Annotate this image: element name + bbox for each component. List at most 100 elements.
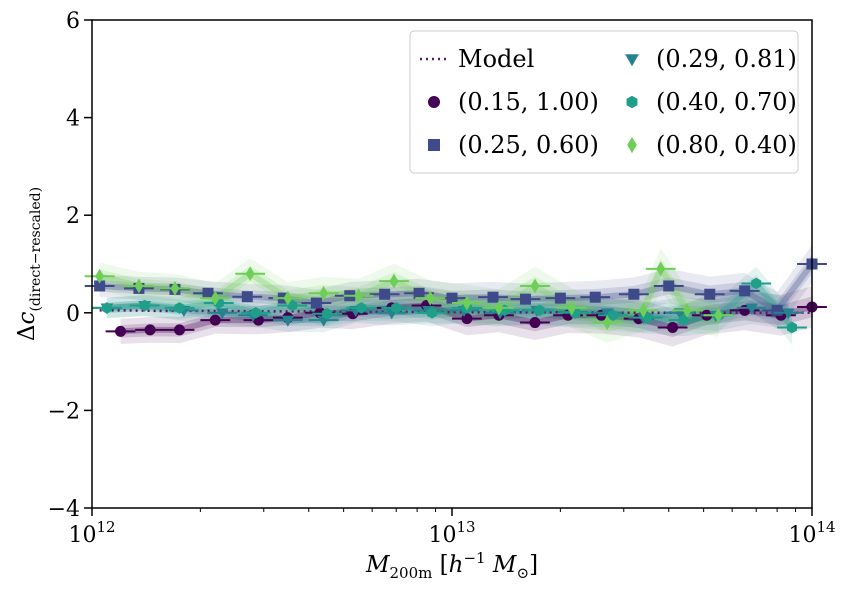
data-point [462, 295, 472, 311]
data-point [530, 278, 540, 294]
y-tick-label: −2 [48, 399, 80, 424]
legend-marker [626, 95, 638, 109]
data-point [529, 317, 541, 329]
data-point [354, 288, 363, 304]
data-markers [84, 258, 827, 337]
data-point [589, 291, 601, 303]
data-point [446, 292, 458, 304]
data-point [787, 321, 798, 334]
data-point [567, 300, 577, 316]
data-point [379, 288, 391, 300]
error-band-inner [99, 258, 719, 333]
legend-label: (0.29, 0.81) [656, 45, 797, 73]
x-tick-label: 1012 [68, 518, 115, 548]
legend-marker [627, 136, 637, 154]
error-band-inner [106, 275, 793, 337]
error-band-inner [99, 254, 812, 320]
legend-marker [625, 54, 639, 67]
legend-marker [428, 139, 440, 151]
legend-entry: (0.80, 0.40) [627, 131, 797, 159]
data-point [607, 309, 618, 322]
data-point [209, 314, 221, 326]
data-point [714, 307, 723, 323]
data-point [173, 324, 185, 336]
data-point [144, 324, 156, 336]
data-point [283, 290, 293, 306]
data-point [413, 287, 425, 299]
data-point [287, 299, 298, 312]
data-point [241, 291, 253, 303]
error-band-outer [99, 248, 719, 343]
x-tick-label: 1013 [428, 518, 475, 548]
data-point [250, 307, 261, 319]
data-point [494, 300, 504, 316]
legend-label: (0.40, 0.70) [656, 88, 797, 116]
data-point [210, 290, 220, 306]
data-point [427, 307, 438, 319]
y-tick-label: 6 [66, 9, 80, 34]
data-point [487, 291, 499, 303]
data-point [554, 292, 566, 304]
legend: Model (0.29, 0.81) (0.15, 1.00) (0.40, 0.70… [409, 30, 799, 174]
data-point [310, 297, 322, 309]
data-point [745, 303, 759, 315]
data-point [202, 287, 214, 299]
data-point [534, 304, 545, 317]
y-axis-label: Δc(direct−rescaled) [14, 187, 44, 341]
data-point [139, 299, 150, 312]
data-point [215, 308, 229, 320]
x-tick-label: 1014 [788, 518, 835, 548]
y-tick-label: −4 [48, 497, 80, 522]
legend-entry: Model [420, 45, 534, 73]
legend-label: (0.80, 0.40) [656, 131, 797, 159]
data-point [739, 285, 751, 297]
data-point [667, 321, 679, 333]
data-point [170, 280, 180, 296]
data-point [245, 266, 255, 282]
error-band-outer [99, 245, 812, 329]
data-point [174, 302, 185, 314]
legend-entry: (0.40, 0.70) [626, 88, 797, 116]
data-point [642, 311, 653, 324]
y-tick-label: 0 [66, 302, 80, 327]
data-point [389, 273, 399, 289]
data-point [95, 268, 105, 284]
legend-label: (0.25, 0.60) [458, 131, 599, 159]
data-point [663, 280, 675, 292]
data-point [602, 315, 612, 330]
data-point [281, 315, 295, 327]
data-point [682, 302, 692, 318]
x-axis-label: M200m [h−1 M⊙] [365, 549, 538, 582]
error-band-outer [106, 266, 793, 345]
data-point [391, 302, 402, 314]
data-point [751, 277, 762, 290]
data-point [656, 261, 666, 277]
y-axis-ticks: −4 −2 0 2 4 6 [48, 9, 92, 522]
data-point [94, 280, 106, 292]
data-point [101, 302, 112, 314]
x-axis-ticks: 1012 1013 1014 [68, 508, 836, 548]
legend-label: Model [458, 45, 534, 73]
legend-marker [428, 96, 440, 108]
data-point [771, 304, 783, 316]
data-point [115, 325, 127, 337]
data-point [519, 293, 531, 305]
legend-entry: (0.15, 1.00) [428, 88, 599, 116]
data-point [134, 278, 144, 294]
data-point [319, 285, 329, 301]
data-point [782, 308, 795, 320]
data-point [322, 308, 333, 320]
y-tick-label: 4 [66, 107, 80, 132]
legend-label: (0.15, 1.00) [458, 88, 599, 116]
legend-box [409, 30, 799, 174]
data-point [704, 288, 716, 300]
data-point [678, 314, 689, 326]
legend-entry: (0.25, 0.60) [428, 131, 599, 159]
data-point [425, 290, 435, 306]
y-tick-label: 2 [66, 204, 80, 229]
legend-entry: (0.29, 0.81) [625, 45, 797, 73]
data-point [356, 302, 367, 314]
data-point [638, 302, 648, 318]
data-point [628, 288, 640, 300]
